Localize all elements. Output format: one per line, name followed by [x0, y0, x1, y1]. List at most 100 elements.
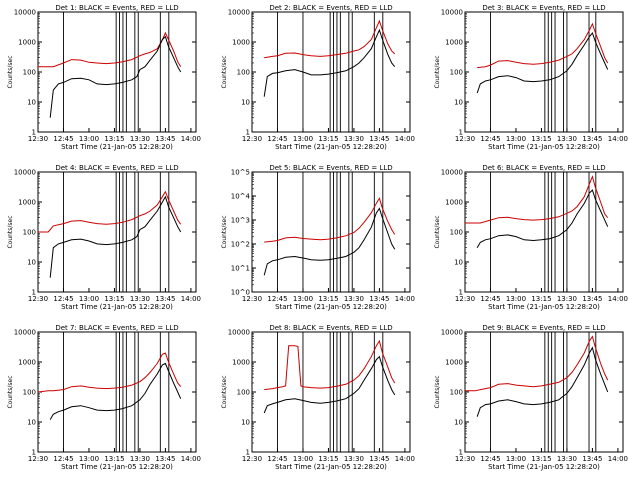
chart-panel: Det 7: BLACK = Events, RED = LLD 1 10 100 10…	[7, 324, 201, 471]
plot-frame	[251, 11, 411, 133]
events-series-line	[263, 355, 396, 414]
x-tick-label: 12:45	[480, 455, 500, 463]
y-tick-label: 1	[32, 289, 36, 297]
x-tick-label: 13:00	[79, 295, 99, 303]
x-axis-label: Start Time (21-Jan-05 12:28:20)	[488, 143, 600, 151]
x-tick-label: 13:15	[104, 455, 124, 463]
lld-series-line	[264, 339, 396, 391]
x-tick-label: 14:00	[608, 455, 628, 463]
x-tick-label: 14:00	[181, 455, 201, 463]
x-tick-label: 13:45	[582, 295, 602, 303]
x-tick-label: 13:00	[506, 455, 526, 463]
chart-panel: Det 1: BLACK = Events, RED = LLD 1 10 100 10…	[7, 4, 201, 151]
x-axis-label: Start Time (21-Jan-05 12:28:20)	[275, 463, 387, 471]
chart-title: Det 2: BLACK = Events, RED = LLD	[269, 4, 392, 12]
y-tick-label: 100	[237, 69, 250, 77]
events-series-line	[49, 362, 182, 420]
x-tick-label: 13:00	[506, 295, 526, 303]
x-axis-label: Start Time (21-Jan-05 12:28:20)	[275, 303, 387, 311]
x-axis-label: Start Time (21-Jan-05 12:28:20)	[61, 463, 173, 471]
x-tick-label: 13:00	[506, 135, 526, 143]
x-axis-label: Start Time (21-Jan-05 12:28:20)	[61, 143, 173, 151]
x-tick-label: 13:30	[344, 295, 364, 303]
y-tick-label: 1000	[232, 39, 250, 47]
x-tick-label: 13:15	[531, 295, 551, 303]
x-tick-label: 14:00	[181, 135, 201, 143]
events-series-line	[476, 189, 609, 248]
x-tick-label: 12:45	[480, 295, 500, 303]
x-tick-label: 13:30	[130, 455, 150, 463]
chart-panel: Det 5: BLACK = Events, RED = LLD 10^0 10^1…	[221, 164, 415, 311]
lld-series-line	[477, 22, 609, 69]
x-tick-label: 13:15	[318, 135, 338, 143]
lld-series-line	[38, 190, 182, 233]
y-axis-label: Counts/sec	[7, 375, 14, 408]
y-tick-label: 10	[27, 419, 36, 427]
y-tick-label: 10000	[228, 329, 250, 337]
x-tick-label: 12:45	[53, 295, 73, 303]
y-tick-label: 10000	[14, 169, 36, 177]
y-tick-label: 10000	[14, 9, 36, 17]
plot-frame	[464, 331, 624, 453]
y-tick-label: 10000	[441, 329, 463, 337]
x-tick-label: 13:45	[155, 295, 175, 303]
x-tick-label: 13:30	[557, 455, 577, 463]
events-series-line	[476, 31, 609, 94]
y-tick-label: 10^2	[231, 241, 250, 249]
chart-title: Det 1: BLACK = Events, RED = LLD	[55, 4, 178, 12]
x-tick-label: 12:45	[480, 135, 500, 143]
x-axis-label: Start Time (21-Jan-05 12:28:20)	[275, 143, 387, 151]
x-tick-label: 12:30	[455, 135, 475, 143]
x-tick-label: 12:30	[455, 455, 475, 463]
y-tick-label: 10000	[14, 329, 36, 337]
x-tick-label: 13:00	[293, 455, 313, 463]
y-tick-label: 100	[23, 229, 36, 237]
y-tick-label: 1000	[18, 359, 36, 367]
x-tick-label: 13:45	[155, 455, 175, 463]
y-tick-label: 100	[450, 69, 463, 77]
y-axis-label: Counts/sec	[7, 215, 14, 248]
x-tick-label: 12:45	[267, 135, 287, 143]
chart-title: Det 9: BLACK = Events, RED = LLD	[482, 324, 605, 332]
y-tick-label: 1000	[232, 359, 250, 367]
y-tick-label: 10	[454, 99, 463, 107]
x-tick-label: 14:00	[608, 135, 628, 143]
x-tick-label: 12:45	[267, 295, 287, 303]
lld-series-line	[38, 31, 182, 68]
y-tick-label: 10	[27, 259, 36, 267]
chart-title: Det 6: BLACK = Events, RED = LLD	[482, 164, 605, 172]
x-tick-label: 13:30	[344, 135, 364, 143]
x-tick-label: 14:00	[395, 295, 415, 303]
lld-series-line	[465, 175, 609, 224]
y-tick-label: 10^3	[231, 217, 250, 225]
x-tick-label: 13:30	[130, 135, 150, 143]
chart-panel: Det 4: BLACK = Events, RED = LLD 1 10 100 10…	[7, 164, 201, 311]
y-tick-label: 10^5	[231, 169, 250, 177]
x-tick-label: 13:00	[293, 135, 313, 143]
y-tick-label: 1000	[445, 39, 463, 47]
x-tick-label: 12:30	[455, 295, 475, 303]
y-tick-label: 100	[450, 229, 463, 237]
x-tick-label: 12:45	[53, 455, 73, 463]
y-tick-label: 1	[246, 449, 250, 457]
plot-frame	[464, 11, 624, 133]
events-series-line	[49, 35, 182, 118]
y-tick-label: 100	[237, 389, 250, 397]
lld-series-line	[465, 335, 609, 392]
x-tick-label: 13:45	[369, 455, 389, 463]
x-tick-label: 12:45	[267, 455, 287, 463]
x-tick-label: 12:30	[28, 455, 48, 463]
y-tick-label: 1	[459, 129, 463, 137]
x-tick-label: 12:30	[28, 295, 48, 303]
x-axis-label: Start Time (21-Jan-05 12:28:20)	[61, 303, 173, 311]
x-tick-label: 12:30	[28, 135, 48, 143]
x-tick-label: 13:15	[104, 135, 124, 143]
x-tick-label: 12:30	[242, 455, 262, 463]
y-tick-label: 10	[27, 99, 36, 107]
x-tick-label: 13:45	[582, 455, 602, 463]
chart-title: Det 3: BLACK = Events, RED = LLD	[482, 4, 605, 12]
x-tick-label: 13:15	[318, 455, 338, 463]
x-tick-label: 12:30	[242, 135, 262, 143]
y-tick-label: 100	[23, 389, 36, 397]
